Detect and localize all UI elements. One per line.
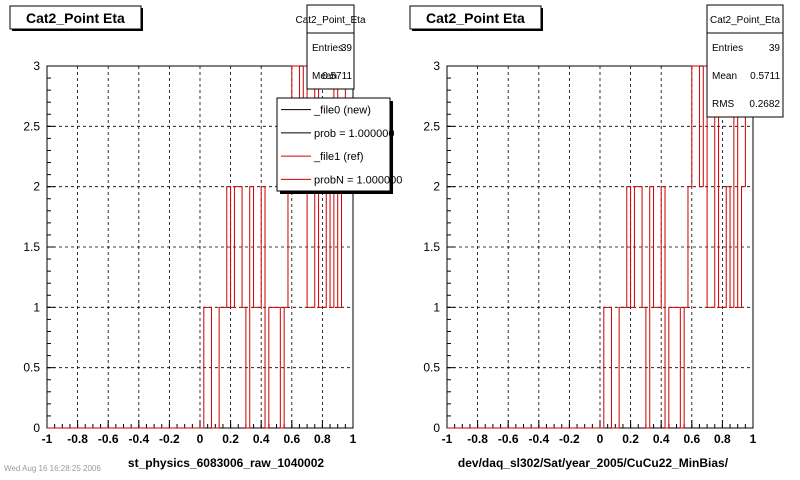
x-tick-label: 0.2 — [222, 432, 239, 446]
x-tick-label: -0.6 — [498, 432, 519, 446]
histogram-series — [447, 65, 753, 429]
chart-panel-2: -1 -0.8 -0.6 -0.4 -0.2 0 0.2 0.4 0.6 0.8 1 0 0.5 1 1.5… — [409, 4, 784, 470]
x-axis-label: dev/daq_sl302/Sat/year_2005/CuCu22_MinBi… — [458, 456, 729, 470]
x-tick-label: 0.2 — [622, 432, 639, 446]
y-tick-label: 3 — [33, 59, 40, 73]
y-tick-label: 0.5 — [423, 361, 440, 375]
chart-title: Cat2_Point Eta — [26, 10, 125, 26]
chart-panel-1: -1 -0.8 -0.6 -0.4 -0.2 0 0.2 0.4 0.6 0.8 1 0 0.5 1 1.5… — [9, 4, 402, 470]
y-tick-label: 1 — [33, 300, 40, 314]
y-tick-label: 3 — [433, 59, 440, 73]
title-box — [409, 5, 542, 30]
histogram-line — [447, 65, 753, 429]
axes: -1 -0.8 -0.6 -0.4 -0.2 0 0.2 0.4 0.6 0.8 1 0 0.5 1 1.5… — [423, 59, 756, 446]
legend-entry: _file0 (new) — [313, 105, 371, 117]
stats-value: 39 — [769, 43, 781, 54]
stats-title: Cat2_Point_Eta — [295, 15, 365, 26]
histogram-series — [47, 65, 353, 429]
chart-title: Cat2_Point Eta — [426, 10, 525, 26]
title-box — [9, 5, 142, 30]
x-tick-label: 0.4 — [653, 432, 670, 446]
stats-value: 0.5711 — [322, 71, 352, 82]
x-tick-label: 0.6 — [283, 432, 300, 446]
x-tick-label: -1 — [442, 432, 453, 446]
x-tick-label: 1 — [750, 432, 757, 446]
x-tick-label: -0.4 — [528, 432, 549, 446]
x-tick-label: -0.6 — [98, 432, 119, 446]
x-tick-label: 1 — [350, 432, 357, 446]
y-tick-label: 2.5 — [423, 119, 440, 133]
legend-entry: prob = 1.000000 — [314, 128, 394, 140]
stats-label: Mean — [712, 71, 737, 82]
stats-value: 39 — [341, 43, 353, 54]
stats-label: Mean — [312, 71, 337, 82]
canvas-footer: Wed Aug 16 16:28:25 2006 — [4, 464, 101, 473]
y-tick-label: 2 — [433, 180, 440, 194]
x-axis-label: st_physics_6083006_raw_1040002 — [128, 456, 324, 470]
y-tick-label: 2.5 — [23, 119, 40, 133]
x-tick-label: 0 — [597, 432, 604, 446]
y-tick-label: 0 — [33, 421, 40, 435]
x-tick-label: -0.2 — [159, 432, 180, 446]
y-tick-label: 2 — [33, 180, 40, 194]
x-tick-label: 0.8 — [314, 432, 331, 446]
x-tick-label: 0 — [197, 432, 204, 446]
stats-title: Cat2_Point_Eta — [710, 15, 780, 26]
y-tick-label: 0.5 — [23, 361, 40, 375]
x-tick-label: -0.2 — [559, 432, 580, 446]
histogram-line — [47, 65, 353, 429]
x-tick-label: -0.8 — [467, 432, 488, 446]
y-tick-label: 1.5 — [423, 240, 440, 254]
stats-box: Cat2_Point_Eta Entries 39 Mean 0.5711 RMS 0.26… — [706, 4, 784, 118]
x-tick-label: 0.8 — [714, 432, 731, 446]
x-tick-label: -1 — [42, 432, 53, 446]
x-tick-label: 0.4 — [253, 432, 270, 446]
stats-value: 0.5711 — [750, 71, 780, 82]
y-tick-label: 1 — [433, 300, 440, 314]
y-tick-label: 1.5 — [23, 240, 40, 254]
y-tick-label: 0 — [433, 421, 440, 435]
stats-label: RMS — [712, 99, 735, 110]
x-tick-label: -0.8 — [67, 432, 88, 446]
legend: _file0 (new) prob = 1.000000 _file1 (ref) p… — [276, 97, 402, 194]
x-tick-label: 0.6 — [683, 432, 700, 446]
x-tick-label: -0.4 — [128, 432, 149, 446]
legend-entry: _file1 (ref) — [313, 151, 364, 163]
axes: -1 -0.8 -0.6 -0.4 -0.2 0 0.2 0.4 0.6 0.8 1 0 0.5 1 1.5… — [23, 59, 356, 446]
stats-label: Entries — [312, 43, 343, 54]
legend-entry: probN = 1.000000 — [314, 174, 402, 186]
stats-value: 0.2682 — [749, 99, 780, 110]
stats-label: Entries — [712, 43, 743, 54]
